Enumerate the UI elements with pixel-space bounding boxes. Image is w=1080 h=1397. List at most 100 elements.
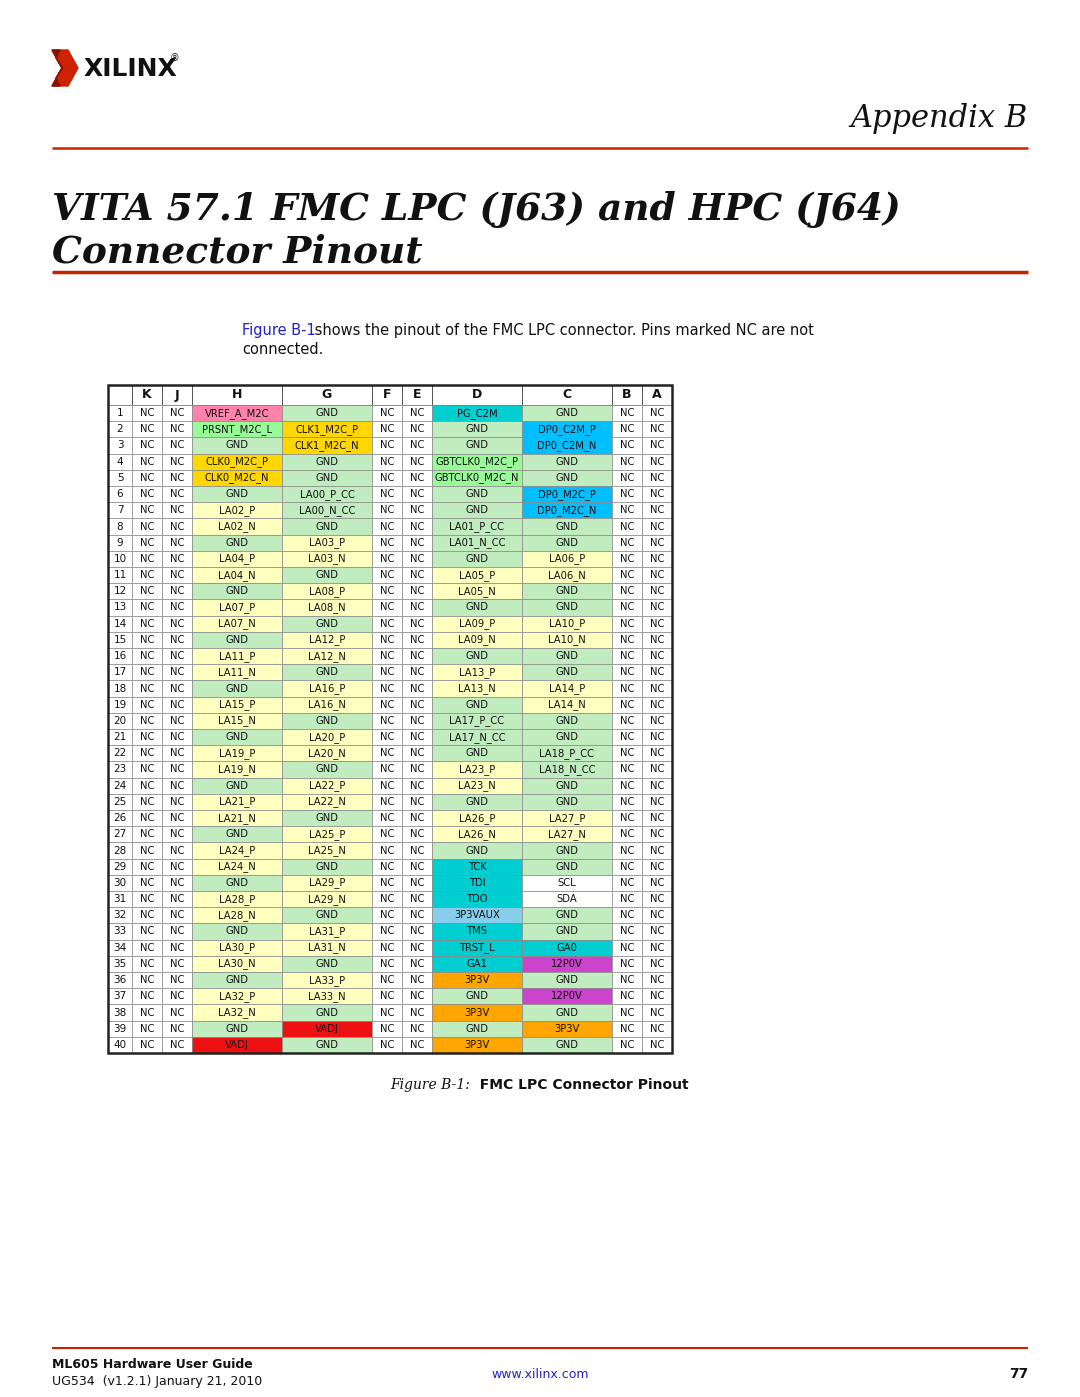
Bar (108, 729, 132, 745)
Text: NC: NC (170, 943, 185, 953)
Text: NC: NC (620, 813, 634, 823)
Bar (192, 826, 282, 842)
Text: 23: 23 (113, 764, 126, 774)
Text: NC: NC (409, 602, 424, 612)
Bar (192, 648, 282, 664)
Bar (522, 826, 612, 842)
Text: LA00_P_CC: LA00_P_CC (299, 489, 354, 500)
Text: NC: NC (170, 975, 185, 985)
Text: NC: NC (409, 683, 424, 693)
Bar (282, 907, 372, 923)
Bar (612, 616, 642, 631)
Text: NC: NC (139, 796, 154, 807)
Text: GND: GND (555, 1039, 579, 1051)
Bar (642, 664, 672, 680)
Text: GND: GND (555, 521, 579, 531)
Bar (162, 599, 192, 616)
Bar (522, 761, 612, 778)
Bar (642, 891, 672, 907)
Text: XILINX: XILINX (84, 57, 178, 81)
Bar (282, 1037, 372, 1053)
Text: LA30_N: LA30_N (218, 958, 256, 970)
Text: NC: NC (380, 489, 394, 499)
Bar (192, 583, 282, 599)
Bar (162, 1037, 192, 1053)
Bar (642, 502, 672, 518)
Text: 37: 37 (113, 992, 126, 1002)
Bar (372, 469, 402, 486)
Text: 4: 4 (117, 457, 123, 467)
Bar (612, 386, 642, 405)
Text: GND: GND (555, 1007, 579, 1017)
Bar (132, 518, 162, 535)
Bar (372, 454, 402, 469)
Text: NC: NC (409, 796, 424, 807)
Text: LA21_N: LA21_N (218, 813, 256, 824)
Bar (132, 422, 162, 437)
Bar (642, 810, 672, 826)
Text: NC: NC (380, 894, 394, 904)
Text: LA30_P: LA30_P (219, 942, 255, 953)
Bar (132, 502, 162, 518)
Text: NC: NC (650, 538, 664, 548)
Bar (612, 923, 642, 940)
Text: NC: NC (170, 553, 185, 564)
Text: GND: GND (226, 732, 248, 742)
Text: Figure B-1: Figure B-1 (242, 323, 315, 338)
Bar (192, 405, 282, 422)
Text: GND: GND (465, 700, 488, 710)
Text: NC: NC (139, 926, 154, 936)
Text: LA16_P: LA16_P (309, 683, 346, 694)
Bar (432, 454, 522, 469)
Bar (402, 454, 432, 469)
Text: DP0_M2C_P: DP0_M2C_P (538, 489, 596, 500)
Bar (132, 405, 162, 422)
Bar (108, 437, 132, 454)
Text: LA13_P: LA13_P (459, 666, 495, 678)
Bar (162, 923, 192, 940)
Text: 18: 18 (113, 683, 126, 693)
Text: LA00_N_CC: LA00_N_CC (299, 504, 355, 515)
Bar (642, 680, 672, 697)
Bar (108, 648, 132, 664)
Text: NC: NC (650, 975, 664, 985)
Bar (162, 793, 192, 810)
Text: NC: NC (620, 894, 634, 904)
Bar (162, 712, 192, 729)
Bar (132, 859, 162, 875)
Text: NC: NC (139, 587, 154, 597)
Bar (642, 583, 672, 599)
Text: CLK1_M2C_P: CLK1_M2C_P (296, 423, 359, 434)
Text: GBTCLK0_M2C_P: GBTCLK0_M2C_P (435, 457, 518, 467)
Text: NC: NC (650, 715, 664, 726)
Bar (612, 518, 642, 535)
Bar (522, 956, 612, 972)
Text: LA06_N: LA06_N (549, 570, 585, 581)
Text: NC: NC (409, 521, 424, 531)
Bar (132, 1021, 162, 1037)
Bar (642, 761, 672, 778)
Bar (432, 972, 522, 988)
Bar (108, 486, 132, 502)
Text: shows the pinout of the FMC LPC connector. Pins marked NC are not: shows the pinout of the FMC LPC connecto… (310, 323, 814, 338)
Bar (432, 745, 522, 761)
Bar (372, 664, 402, 680)
Text: NC: NC (650, 749, 664, 759)
Bar (642, 778, 672, 793)
Text: GND: GND (315, 813, 338, 823)
Bar (282, 1021, 372, 1037)
Bar (108, 793, 132, 810)
Bar (522, 875, 612, 891)
Text: LA32_P: LA32_P (219, 990, 255, 1002)
Bar (162, 907, 192, 923)
Bar (282, 583, 372, 599)
Bar (402, 826, 432, 842)
Bar (282, 923, 372, 940)
Text: NC: NC (620, 506, 634, 515)
Text: NC: NC (139, 830, 154, 840)
Bar (522, 745, 612, 761)
Bar (108, 859, 132, 875)
Bar (432, 907, 522, 923)
Text: NC: NC (409, 877, 424, 888)
Text: NC: NC (620, 1007, 634, 1017)
